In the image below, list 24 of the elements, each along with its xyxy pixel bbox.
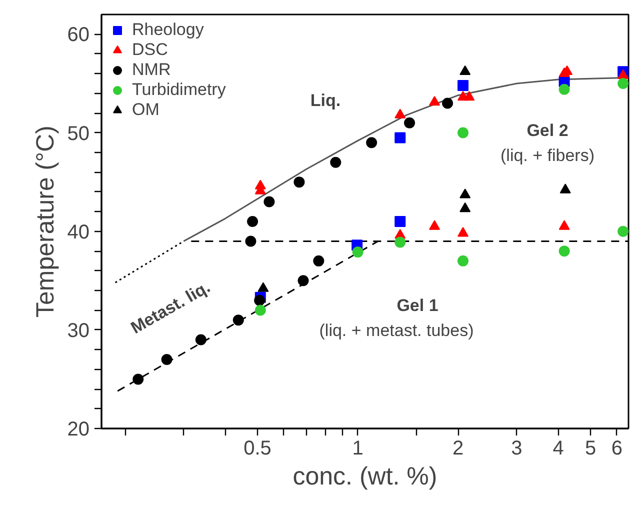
x-tick-label: 5 bbox=[584, 438, 596, 460]
annotation: Gel 1 bbox=[396, 296, 438, 315]
legend-label: NMR bbox=[132, 60, 171, 80]
legend-label: OM bbox=[132, 100, 160, 120]
x-tick-label: 6 bbox=[611, 438, 622, 460]
annotation: Liq. bbox=[310, 91, 341, 110]
y-tick-label: 60 bbox=[67, 24, 90, 46]
annotation: Gel 2 bbox=[526, 121, 568, 140]
x-tick-label: 0.5 bbox=[244, 438, 272, 460]
x-axis-title: conc. (wt. %) bbox=[292, 462, 438, 490]
y-tick-label: 40 bbox=[67, 221, 90, 244]
legend-label: Rheology bbox=[132, 20, 204, 40]
x-tick-label: 1 bbox=[352, 438, 364, 460]
annotation: (liq. + fibers) bbox=[500, 146, 594, 165]
x-tick-label: 2 bbox=[452, 438, 464, 460]
legend-label: DSC bbox=[132, 40, 168, 60]
y-axis-title: Temperature (°C) bbox=[31, 125, 60, 318]
y-tick-label: 50 bbox=[67, 122, 90, 145]
x-tick-label: 3 bbox=[511, 438, 522, 460]
y-tick-label: 20 bbox=[67, 418, 90, 440]
legend-label: Turbidimetry bbox=[132, 80, 226, 100]
x-tick-label: 4 bbox=[552, 438, 564, 460]
annotation: (liq. + metast. tubes) bbox=[319, 321, 474, 340]
y-tick-label: 30 bbox=[67, 320, 90, 342]
